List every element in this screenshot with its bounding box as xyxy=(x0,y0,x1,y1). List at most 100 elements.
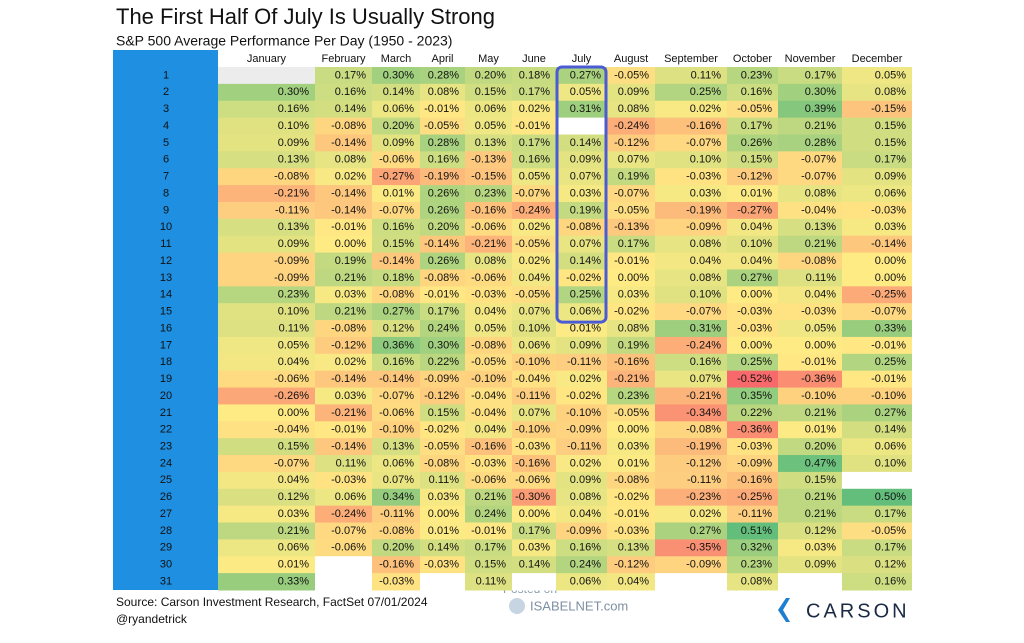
cell-value: 0.01% xyxy=(805,424,836,436)
cell-bg xyxy=(218,67,315,85)
cell-bg xyxy=(315,522,372,540)
cell-bg xyxy=(512,471,556,490)
cell-bg xyxy=(218,151,315,169)
cell-value: -0.03% xyxy=(737,322,772,334)
cell-value: 0.20% xyxy=(383,542,414,554)
cell-bg xyxy=(778,134,842,152)
cell-value: 0.17% xyxy=(875,508,906,520)
cell-bg xyxy=(556,185,607,203)
cell-bg xyxy=(420,353,465,372)
cell-bg xyxy=(556,573,607,591)
cell-value: 0.06% xyxy=(570,575,601,587)
cell-bg xyxy=(842,83,912,102)
day-label: 3 xyxy=(163,103,169,115)
cell-value: -0.05% xyxy=(737,103,772,115)
cell-bg xyxy=(655,185,727,203)
day-label: 27 xyxy=(160,508,172,520)
cell-value: -0.06% xyxy=(274,373,309,385)
cell-value: -0.07% xyxy=(614,187,649,199)
cell-bg xyxy=(556,404,607,422)
cell-value: 0.23% xyxy=(278,289,309,301)
cell-value: -0.21% xyxy=(686,390,721,402)
cell-bg xyxy=(218,455,315,473)
cell-bg xyxy=(218,370,315,389)
cell-value: -0.05% xyxy=(424,120,459,132)
day-label: 14 xyxy=(160,289,172,301)
cell-value: 0.04% xyxy=(741,221,772,233)
day-label: 2 xyxy=(163,86,169,98)
cell-value: -0.05% xyxy=(614,69,649,81)
cell-value: -0.08% xyxy=(331,322,366,334)
cell-value: 0.04% xyxy=(690,255,721,267)
cell-value: 0.04% xyxy=(475,424,506,436)
cell-bg xyxy=(655,168,727,186)
cell-value: 0.04% xyxy=(570,508,601,520)
column-header: September xyxy=(664,53,718,65)
cell-value: 0.03% xyxy=(519,542,550,554)
cell-bg xyxy=(218,168,315,186)
cell-bg xyxy=(372,269,420,287)
cell-value: -0.04% xyxy=(801,204,836,216)
cell-value: -0.16% xyxy=(737,474,772,486)
cell-value: -0.19% xyxy=(424,171,459,183)
cell-bg xyxy=(607,471,655,490)
cell-value: 0.06% xyxy=(383,457,414,469)
cell-bg xyxy=(465,117,512,135)
day-label: 8 xyxy=(163,187,169,199)
cell-value: -0.09% xyxy=(566,424,601,436)
cell-bg xyxy=(420,320,465,338)
cell-bg xyxy=(315,336,372,355)
cell-bg xyxy=(315,438,372,456)
logo-mark xyxy=(778,598,790,622)
cell-value: -0.06% xyxy=(379,407,414,419)
cell-bg xyxy=(607,218,655,237)
cell-value: -0.10% xyxy=(379,424,414,436)
cell-value: 0.00% xyxy=(875,272,906,284)
cell-value: 0.16% xyxy=(519,154,550,166)
cell-value: 0.13% xyxy=(278,154,309,166)
cell-bg xyxy=(778,556,842,574)
cell-value: -0.11% xyxy=(516,390,550,402)
cell-value: 0.08% xyxy=(618,103,649,115)
cell-bg xyxy=(512,522,556,540)
cell-value: 0.12% xyxy=(278,491,309,503)
cell-value: 0.25% xyxy=(690,86,721,98)
cell-bg xyxy=(372,353,420,372)
cell-bg xyxy=(607,235,655,254)
cell-bg xyxy=(727,252,778,270)
cell-value: -0.06% xyxy=(471,272,506,284)
cell-value: -0.34% xyxy=(686,407,721,419)
cell-value: 0.08% xyxy=(690,272,721,284)
cell-bg xyxy=(218,522,315,540)
cell-value: 0.47% xyxy=(805,457,836,469)
cell-value: 0.09% xyxy=(278,238,309,250)
cell-value: -0.12% xyxy=(614,137,649,149)
cell-value: -0.15% xyxy=(871,103,906,115)
cell-bg xyxy=(218,269,315,287)
subtitle: S&P 500 Average Performance Per Day (195… xyxy=(116,33,452,49)
cell-bg xyxy=(512,67,556,85)
column-header: February xyxy=(321,53,366,65)
cell-bg xyxy=(372,404,420,422)
cell-bg xyxy=(465,286,512,304)
cell-bg xyxy=(778,286,842,304)
cell-value: 0.06% xyxy=(875,441,906,453)
cell-value: 0.02% xyxy=(519,255,550,267)
cell-value: -0.01% xyxy=(871,373,906,385)
cell-bg xyxy=(512,421,556,439)
cell-bg xyxy=(420,168,465,186)
cell-bg xyxy=(372,100,420,119)
cell-value: -0.02% xyxy=(424,424,459,436)
cell-bg xyxy=(607,336,655,355)
cell-bg xyxy=(778,488,842,507)
column-header: March xyxy=(381,53,412,65)
cell-value: 0.11% xyxy=(691,69,722,81)
cell-value: -0.36% xyxy=(801,373,836,385)
cell-bg xyxy=(315,370,372,389)
day-label: 29 xyxy=(160,542,172,554)
cell-value: 0.05% xyxy=(519,171,550,183)
cell-value: 0.24% xyxy=(570,559,601,571)
cell-value: 0.19% xyxy=(570,204,601,216)
cell-value: 0.21% xyxy=(805,491,836,503)
